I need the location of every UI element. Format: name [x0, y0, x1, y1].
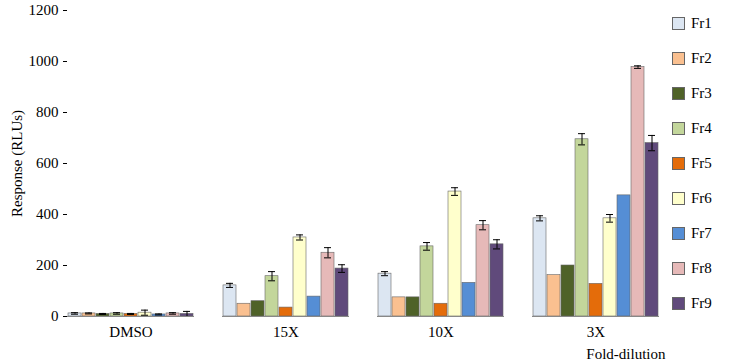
- html-text:Fr8: Fr8: [691, 260, 712, 276]
- svg-text:Fold-dilution: Fold-dilution: [586, 346, 666, 362]
- html-text:Fr3: Fr3: [691, 85, 712, 101]
- svg-text:15X: 15X: [273, 324, 299, 340]
- html-text:Fr2: Fr2: [691, 50, 712, 66]
- svg-text:1200: 1200: [29, 2, 59, 18]
- html-text:Fr7: Fr7: [691, 225, 712, 241]
- svg-text:3X: 3X: [587, 324, 606, 340]
- svg-text:Response (RLUs): Response (RLUs): [9, 110, 26, 217]
- svg-text:1000: 1000: [29, 53, 59, 69]
- svg-text:0: 0: [51, 308, 59, 324]
- html-text:Fr9: Fr9: [691, 295, 712, 311]
- svg-text:10X: 10X: [428, 324, 454, 340]
- svg-text:400: 400: [36, 206, 59, 222]
- svg-text:800: 800: [36, 104, 59, 120]
- html-text:Fr1: Fr1: [691, 15, 712, 31]
- html-text:Fr6: Fr6: [691, 190, 712, 206]
- svg-text:600: 600: [36, 155, 59, 171]
- svg-text:DMSO: DMSO: [109, 324, 153, 340]
- svg-text:200: 200: [36, 257, 59, 273]
- html-text:Fr5: Fr5: [691, 155, 712, 171]
- html-text:Fr4: Fr4: [691, 120, 712, 136]
